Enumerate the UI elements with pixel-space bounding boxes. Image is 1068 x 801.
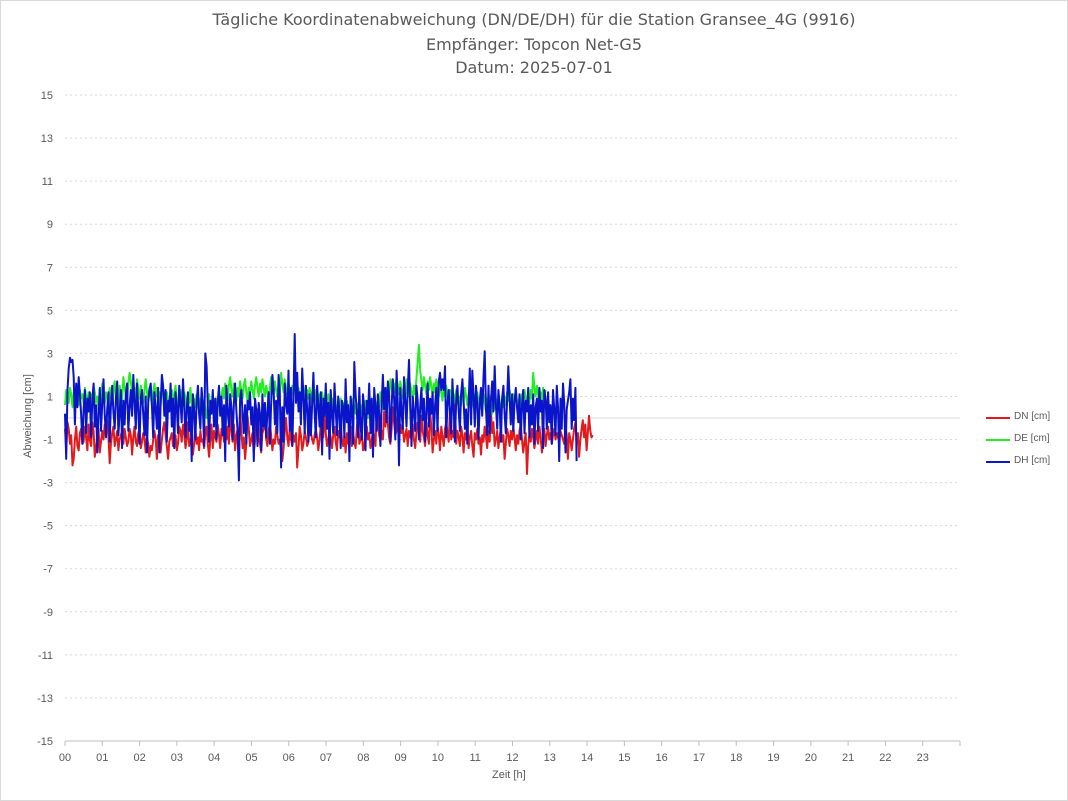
y-axis-title: Abweichung [cm] [22, 374, 34, 458]
legend-swatch-dn [986, 417, 1010, 419]
chart-subtitle-receiver: Empfänger: Topcon Net-G5 [425, 35, 643, 54]
x-tick-label: 23 [917, 752, 929, 764]
y-tick-label: 1 [47, 391, 53, 403]
y-tick-label: 5 [47, 305, 53, 317]
x-tick-label: 09 [395, 752, 407, 764]
x-tick-label: 14 [581, 752, 593, 764]
x-tick-label: 04 [208, 752, 220, 764]
y-tick-label: 13 [41, 133, 53, 145]
x-tick-label: 11 [469, 752, 480, 764]
legend-label-de: DE [cm] [1014, 433, 1050, 444]
x-tick-label: 15 [618, 752, 630, 764]
legend-item-dh: DH [cm] [986, 455, 1066, 469]
legend-item-dn: DN [cm] [986, 411, 1066, 425]
x-tick-label: 01 [96, 752, 108, 764]
x-tick-label: 10 [432, 752, 444, 764]
x-tick-label: 02 [133, 752, 145, 764]
y-tick-label: 9 [47, 219, 53, 231]
axes: 15 13 11 9 7 5 3 1 -1 -3 -5 -7 -9 -11 -13 -15 00 01 02 03 04… [37, 90, 961, 764]
y-tick-label: -7 [43, 564, 53, 576]
x-tick-label: 21 [842, 752, 854, 764]
y-tick-label: 3 [47, 348, 53, 360]
y-tick-label: 7 [47, 262, 53, 274]
y-tick-label: -1 [43, 435, 53, 447]
y-tick-label: -11 [38, 650, 53, 662]
legend-label-dn: DN [cm] [1014, 411, 1051, 422]
x-axis-title: Zeit [h] [492, 769, 526, 781]
x-tick-label: 20 [805, 752, 817, 764]
x-tick-label: 22 [879, 752, 891, 764]
x-tick-label: 19 [767, 752, 779, 764]
x-tick-label: 16 [656, 752, 668, 764]
x-tick-label: 12 [506, 752, 518, 764]
legend-swatch-de [986, 439, 1010, 441]
y-tick-label: 15 [41, 90, 53, 102]
series-lines [64, 333, 594, 482]
x-tick-label: 06 [283, 752, 295, 764]
gridlines [65, 94, 960, 742]
legend-swatch-dh [986, 461, 1010, 463]
x-tick-label: 17 [693, 752, 705, 764]
legend-item-de: DE [cm] [986, 433, 1066, 447]
x-tick-label: 00 [59, 752, 71, 764]
x-tick-label: 18 [730, 752, 742, 764]
x-tick-label: 08 [357, 752, 369, 764]
x-tick-label: 05 [245, 752, 257, 764]
x-tick-label: 13 [544, 752, 556, 764]
chart-title: Tägliche Koordinatenabweichung (DN/DE/DH… [212, 10, 856, 29]
series-line-dh [64, 333, 578, 482]
y-tick-label: -3 [43, 478, 53, 490]
y-tick-label: 11 [42, 176, 53, 188]
y-tick-label: -13 [37, 693, 53, 705]
y-tick-label: -5 [43, 521, 53, 533]
y-tick-label: -15 [37, 736, 53, 748]
x-tick-label: 03 [171, 752, 183, 764]
y-tick-label: -9 [43, 607, 53, 619]
x-tick-label: 07 [320, 752, 332, 764]
chart-subtitle-date: Datum: 2025-07-01 [455, 58, 613, 77]
legend-label-dh: DH [cm] [1014, 455, 1051, 466]
